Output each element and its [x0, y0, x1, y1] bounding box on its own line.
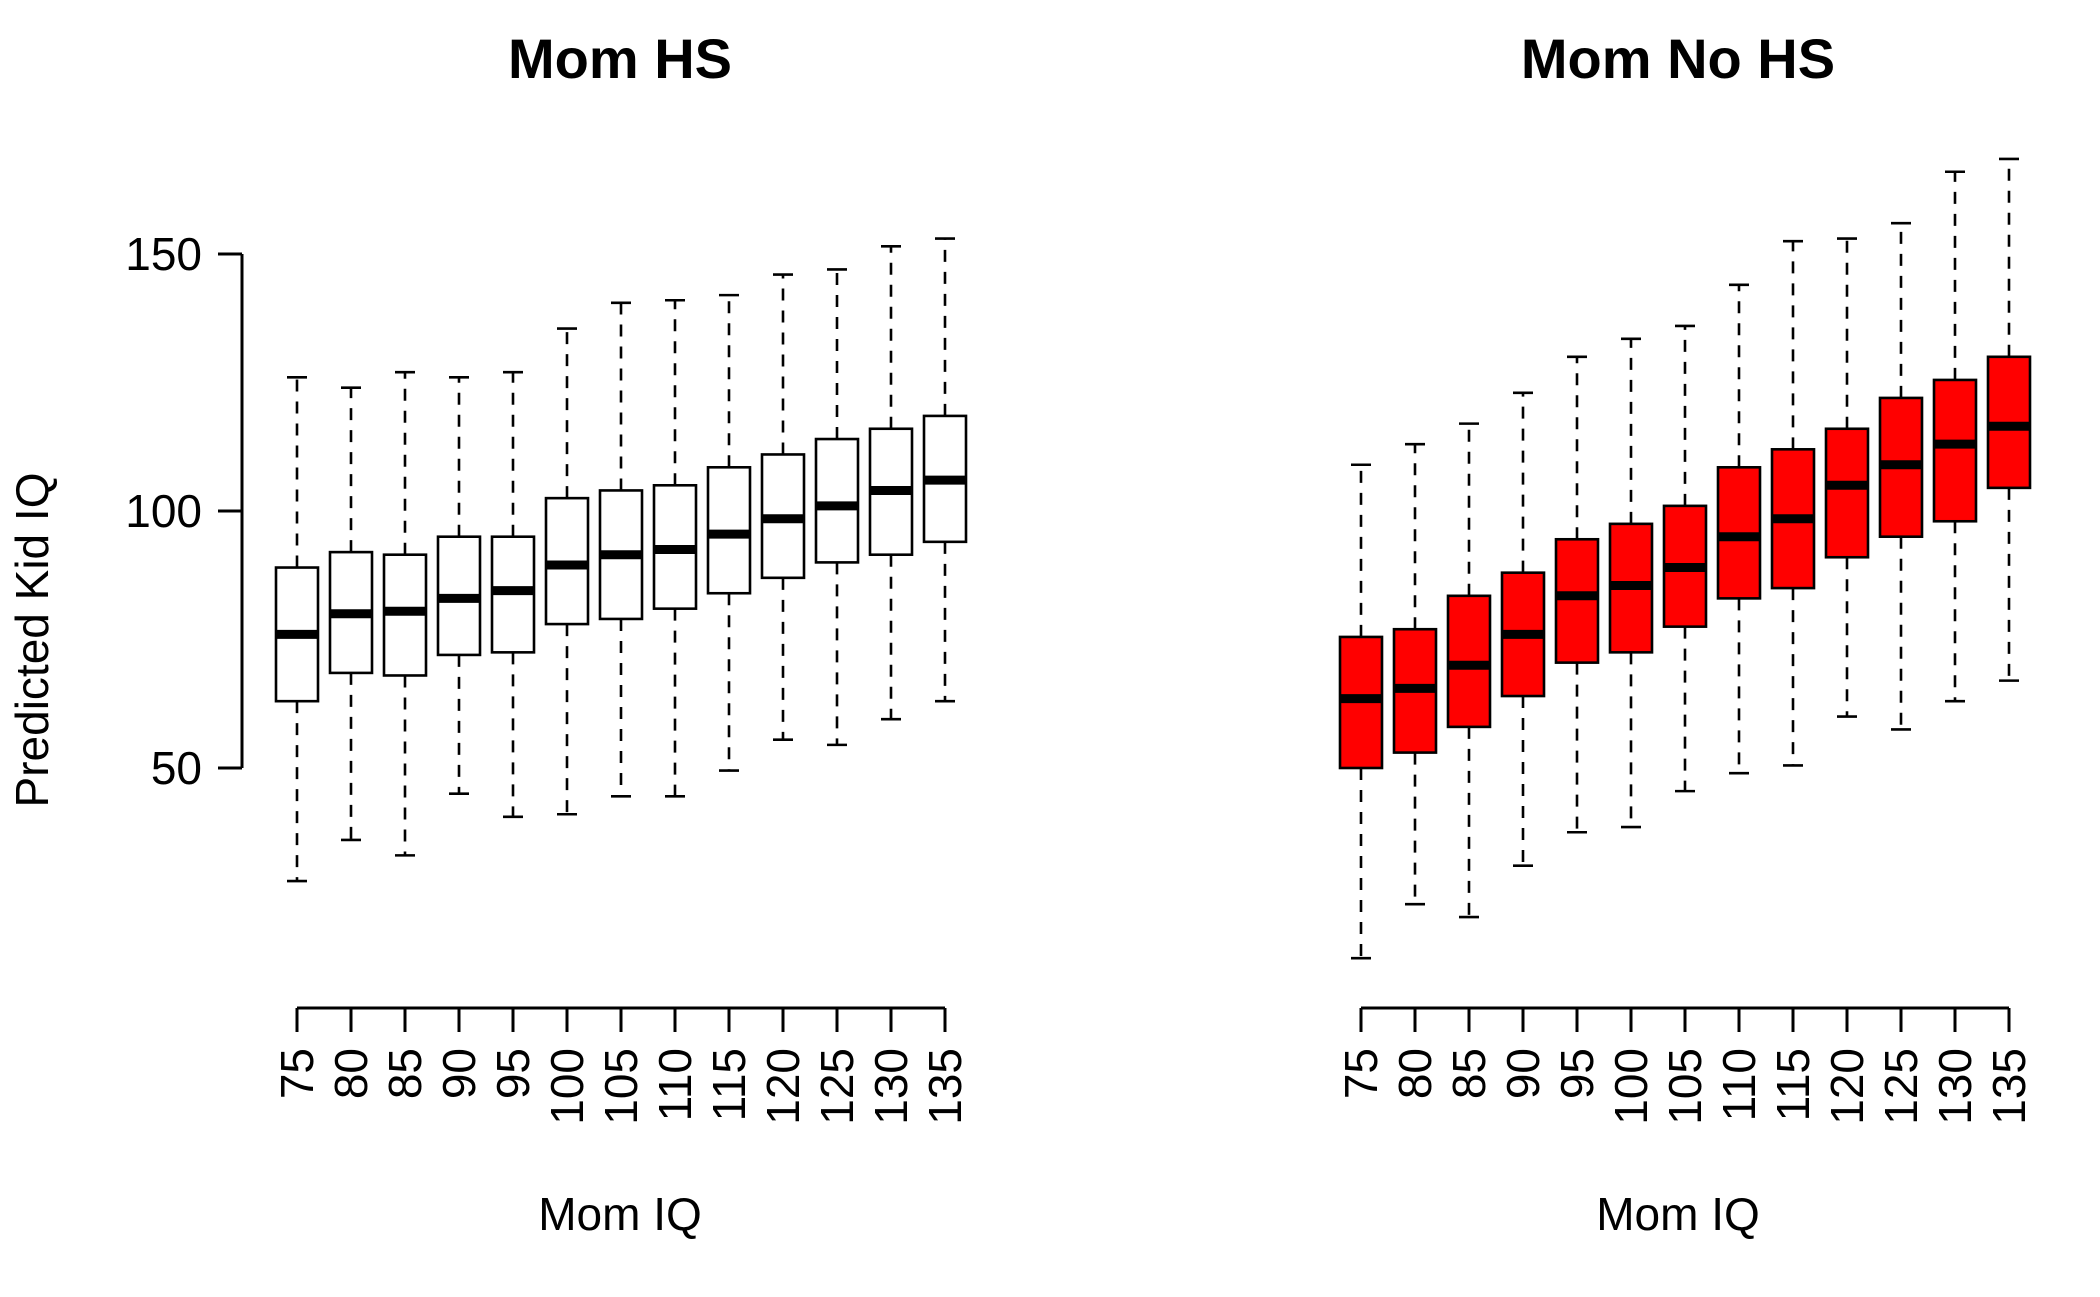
x-tick-label: 120	[1821, 1048, 1873, 1125]
x-tick-label: 105	[1659, 1048, 1711, 1125]
box-105	[1662, 324, 1708, 793]
box-120	[1824, 237, 1870, 718]
iqr-box	[1932, 378, 1978, 523]
box-group	[274, 237, 968, 883]
box-100	[1608, 337, 1654, 829]
box-110	[1716, 283, 1762, 775]
box-130	[1932, 170, 1978, 703]
x-tick-label: 95	[1551, 1048, 1603, 1099]
y-axis-label: Predicted Kid IQ	[6, 473, 58, 808]
x-tick-label: 120	[757, 1048, 809, 1125]
x-tick-label: 75	[271, 1048, 323, 1099]
box-80	[328, 386, 374, 842]
x-tick-label: 100	[1605, 1048, 1657, 1125]
chart-title: Mom HS	[508, 27, 732, 90]
x-tick-label: 115	[1767, 1048, 1819, 1121]
x-tick-label: 95	[487, 1048, 539, 1099]
x-tick-label: 130	[865, 1048, 917, 1125]
box-85	[382, 370, 428, 857]
x-tick-label: 80	[1389, 1048, 1441, 1099]
y-tick-label: 150	[125, 228, 202, 280]
box-75	[1338, 463, 1384, 960]
x-tick-label: 85	[1443, 1048, 1495, 1099]
box-95	[490, 370, 536, 819]
box-135	[1986, 157, 2032, 682]
x-axis: 75 80 85 90 95 100 105 110 115 120 125 130 135	[1335, 1006, 2035, 1125]
box-130	[868, 244, 914, 721]
box-80	[1392, 442, 1438, 906]
x-tick-label: 130	[1929, 1048, 1981, 1125]
x-tick-label: 80	[325, 1048, 377, 1099]
iqr-box	[1824, 427, 1870, 559]
box-115	[1770, 239, 1816, 767]
panel-mom-hs: Mom HS Mom IQ Predicted Kid IQ 50100150 …	[6, 27, 971, 1240]
box-125	[814, 268, 860, 747]
x-tick-label: 115	[703, 1048, 755, 1121]
x-tick-label: 90	[1497, 1048, 1549, 1099]
y-tick-label: 100	[125, 485, 202, 537]
y-tick-label: 50	[151, 742, 202, 794]
x-tick-label: 85	[379, 1048, 431, 1099]
x-tick-label: 125	[1875, 1048, 1927, 1125]
x-tick-label: 100	[541, 1048, 593, 1125]
x-tick-label: 110	[649, 1048, 701, 1121]
box-75	[274, 376, 320, 883]
box-90	[1500, 391, 1546, 867]
box-110	[652, 298, 698, 798]
box-125	[1878, 221, 1924, 731]
box-100	[544, 327, 590, 816]
x-tick-label: 135	[1983, 1048, 2035, 1125]
iqr-box	[1554, 537, 1600, 664]
box-90	[436, 376, 482, 796]
x-tick-label: 110	[1713, 1048, 1765, 1121]
x-tick-label: 125	[811, 1048, 863, 1125]
box-115	[706, 293, 752, 772]
x-tick-label: 105	[595, 1048, 647, 1125]
panel-mom-no-hs: Mom No HS Mom IQ 75 80 85 90 95 100 105 110 115 1…	[1335, 27, 2035, 1240]
x-axis: 75 80 85 90 95 100 105 110 115 120 125 130 135	[271, 1006, 971, 1125]
box-85	[1446, 422, 1492, 919]
x-tick-label: 90	[433, 1048, 485, 1099]
box-group	[1338, 157, 2032, 960]
box-105	[598, 301, 644, 798]
chart-title: Mom No HS	[1521, 27, 1835, 90]
x-tick-label: 75	[1335, 1048, 1387, 1099]
x-axis-label: Mom IQ	[538, 1188, 702, 1240]
y-axis: 50 100 150	[125, 228, 244, 794]
box-135	[922, 237, 968, 703]
x-axis-label: Mom IQ	[1596, 1188, 1760, 1240]
x-tick-label: 135	[919, 1048, 971, 1125]
box-95	[1554, 355, 1600, 834]
iqr-box	[814, 437, 860, 564]
box-120	[760, 273, 806, 742]
